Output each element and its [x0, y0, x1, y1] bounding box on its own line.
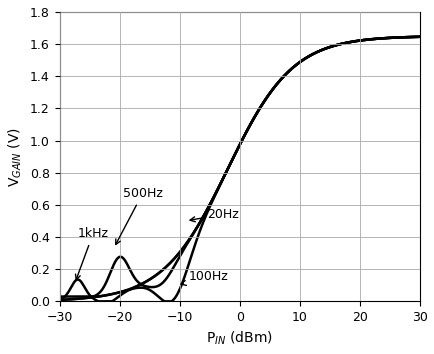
- Text: 500Hz: 500Hz: [115, 187, 162, 245]
- Text: 100Hz: 100Hz: [181, 270, 228, 285]
- X-axis label: P$_{IN}$ (dBm): P$_{IN}$ (dBm): [206, 330, 273, 347]
- Text: 20Hz: 20Hz: [190, 208, 238, 222]
- Y-axis label: V$_{GAIN}$ (V): V$_{GAIN}$ (V): [7, 127, 24, 187]
- Text: 1kHz: 1kHz: [76, 227, 108, 280]
